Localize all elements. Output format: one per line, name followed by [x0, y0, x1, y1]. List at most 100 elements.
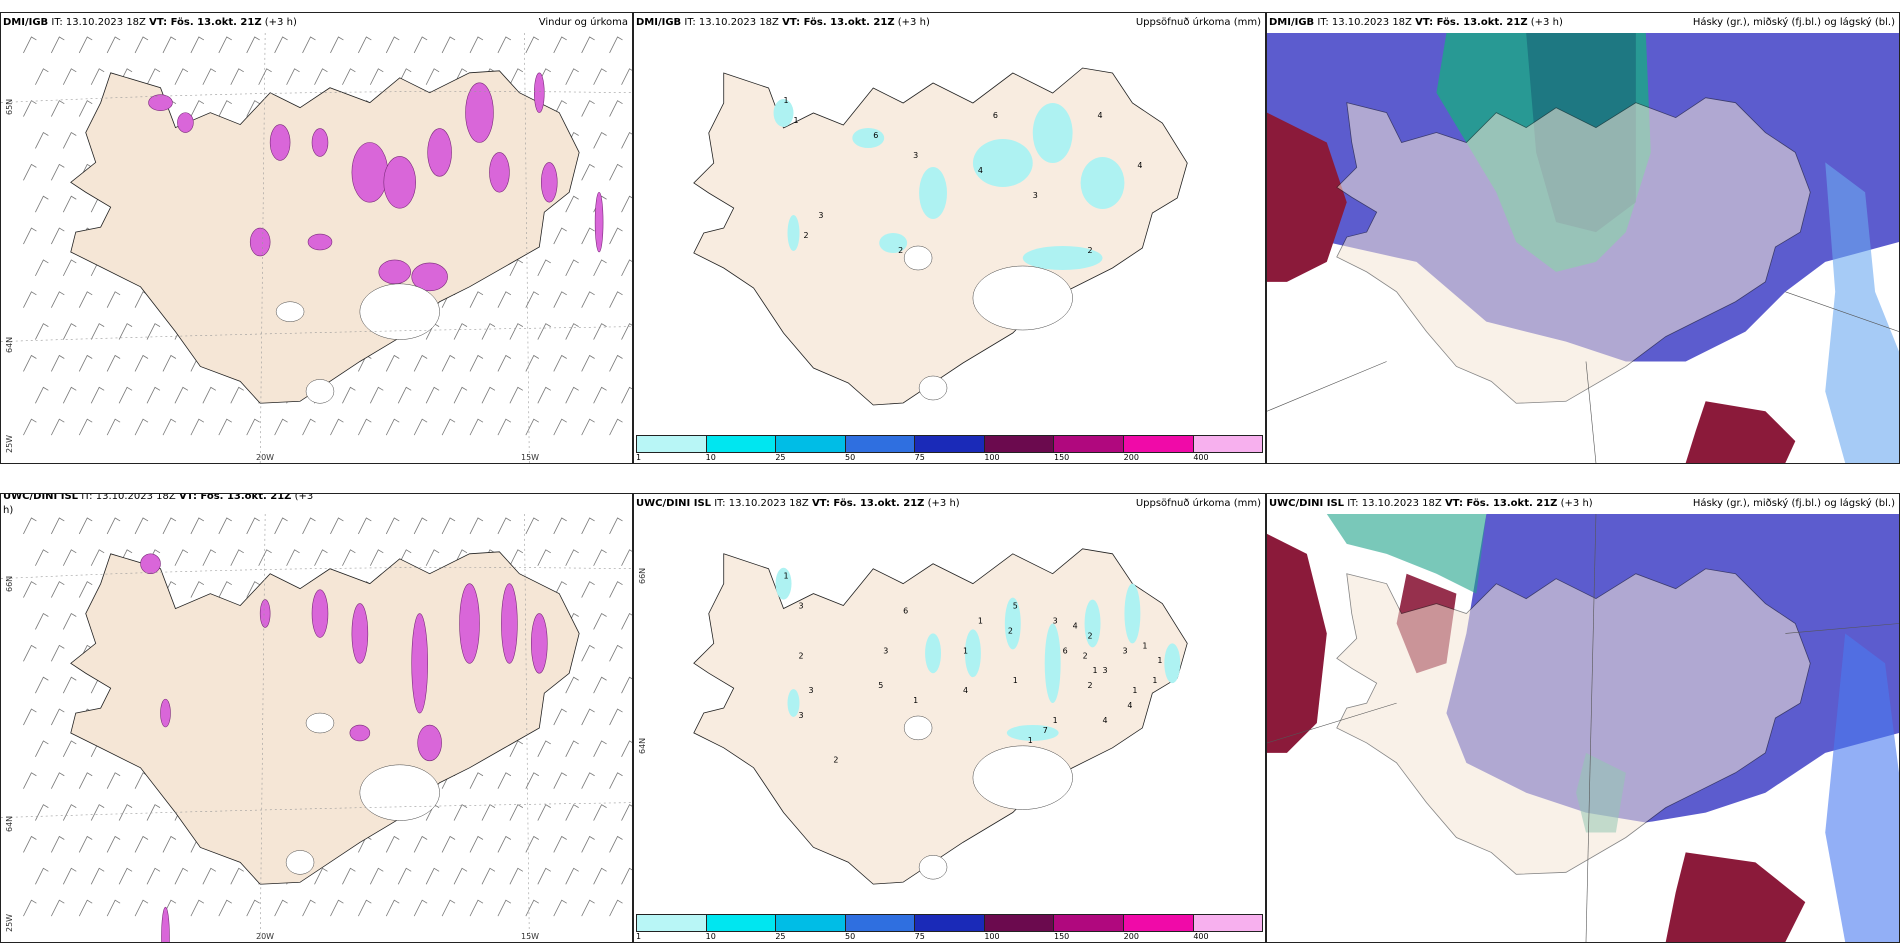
wind-barb — [23, 708, 37, 726]
wind-barb — [35, 804, 49, 821]
wind-barb — [621, 386, 632, 404]
wind-barb — [218, 517, 232, 535]
wind-barb — [162, 354, 177, 372]
wind-barb — [330, 899, 344, 917]
precip-value-label: 3 — [913, 151, 918, 160]
wind-barb — [469, 291, 484, 308]
colorbar-label: 200 — [1123, 932, 1139, 941]
wind-barb — [230, 549, 244, 566]
wind-barb — [230, 867, 244, 885]
map-area[interactable]: 65N 64N 25W 20W 15W — [1, 33, 632, 463]
wind-barb — [106, 291, 121, 308]
precip-value-label: 3 — [818, 211, 823, 220]
wind-barb — [537, 549, 551, 566]
wind-barb — [190, 36, 205, 54]
precip-value-label: 3 — [1103, 666, 1108, 675]
wind-barb — [481, 867, 496, 885]
wind-barb — [593, 867, 607, 885]
wind-barb — [35, 676, 49, 694]
cloud-map — [1267, 33, 1899, 463]
wind-barb — [481, 386, 496, 404]
wind-barb — [609, 163, 623, 181]
wind-barb — [469, 772, 484, 789]
wind-barb — [497, 772, 512, 789]
wind-barb — [385, 354, 400, 372]
wind-barb — [146, 386, 161, 404]
wind-barb — [358, 517, 372, 535]
map-area[interactable]: 66N 64N 25W 20W 15W — [1, 514, 632, 942]
glaciers — [903, 245, 1073, 401]
wind-barb — [425, 867, 440, 885]
wind-barb — [190, 100, 205, 117]
wind-barb — [90, 867, 105, 885]
colorbar-labels: 1 10 25 50 75 100 150 200 400 — [636, 932, 1263, 942]
colorbar-label: 10 — [705, 932, 716, 941]
wind-barb — [246, 100, 260, 117]
init-time: IT: 13.10.2023 18Z — [684, 17, 779, 28]
wind-barb — [581, 100, 595, 117]
precip-value-label: 2 — [803, 231, 808, 240]
wind-barb — [565, 259, 579, 277]
wind-barb — [146, 323, 161, 340]
wind-barb — [525, 517, 540, 535]
wind-barb — [146, 804, 161, 821]
wind-barb — [190, 899, 205, 917]
lat-label: 66N — [5, 575, 14, 592]
wind-barb — [497, 835, 512, 853]
precip-value-label: 3 — [808, 686, 813, 695]
wind-barb — [369, 867, 384, 885]
precip-value-label: 4 — [978, 166, 983, 175]
wind-barb — [621, 612, 632, 630]
colorbar-label: 400 — [1193, 932, 1209, 941]
panel-header: DMI/IGB IT: 13.10.2023 18Z VT: Fös. 13.o… — [636, 16, 1261, 30]
wind-barb — [469, 36, 484, 54]
wind-barb — [565, 804, 579, 821]
wind-barb — [50, 163, 65, 181]
cloud-map — [1267, 514, 1899, 942]
wind-barb — [90, 323, 105, 340]
panel-title: Hásky (gr.), miðský (fj.bl.) og lágský (… — [1692, 17, 1895, 28]
panel-title: Hásky (gr.), miðský (fj.bl.) og lágský (… — [1692, 498, 1895, 509]
map-area[interactable]: 1 1 6 3 3 2 2 6 4 4 4 3 2 — [634, 33, 1265, 433]
wind-barb — [509, 549, 524, 566]
init-time: IT: 13.10.2023 18Z — [1347, 498, 1442, 509]
precip-value-label: 4 — [1103, 716, 1108, 725]
wind-barb — [581, 291, 595, 308]
valid-time: VT: Fös. 13.okt. 21Z — [1415, 17, 1528, 28]
wind-barb — [106, 517, 121, 535]
wind-barb — [246, 517, 260, 535]
wind-barb — [621, 259, 632, 277]
wind-barb — [202, 867, 217, 885]
precip-value-label: 3 — [798, 602, 803, 611]
wind-barb — [525, 36, 540, 54]
wind-barb — [35, 549, 49, 566]
colorbar-swatch — [1193, 915, 1263, 931]
panel-title: Vindur og úrkoma — [538, 17, 628, 28]
map-area[interactable] — [1267, 514, 1899, 942]
wind-barb — [162, 517, 177, 535]
colorbar-label: 75 — [914, 453, 925, 462]
wind-barb — [441, 354, 456, 372]
wind-barb — [565, 195, 579, 213]
lat-label: 65N — [5, 98, 14, 115]
model-source: UWC/DINI ISL — [636, 498, 712, 509]
map-area[interactable] — [1267, 33, 1899, 463]
wind-barb — [553, 36, 567, 54]
colorbar-label: 1 — [636, 453, 642, 462]
wind-barb — [593, 549, 607, 566]
wind-barb — [581, 644, 595, 662]
wind-barb — [35, 68, 49, 85]
iceland-map — [1, 514, 632, 942]
wind-barb — [50, 291, 65, 308]
wind-barb — [469, 517, 484, 535]
wind-barb — [230, 386, 244, 404]
lead-time-wrap: h) — [3, 505, 14, 516]
wind-barb — [218, 100, 232, 117]
wind-barb — [581, 835, 595, 853]
wind-barb — [385, 418, 400, 436]
wind-barb — [190, 418, 205, 436]
wind-barb — [609, 100, 623, 117]
precip-value-label: 3 — [798, 711, 803, 720]
wind-barb — [609, 644, 623, 662]
